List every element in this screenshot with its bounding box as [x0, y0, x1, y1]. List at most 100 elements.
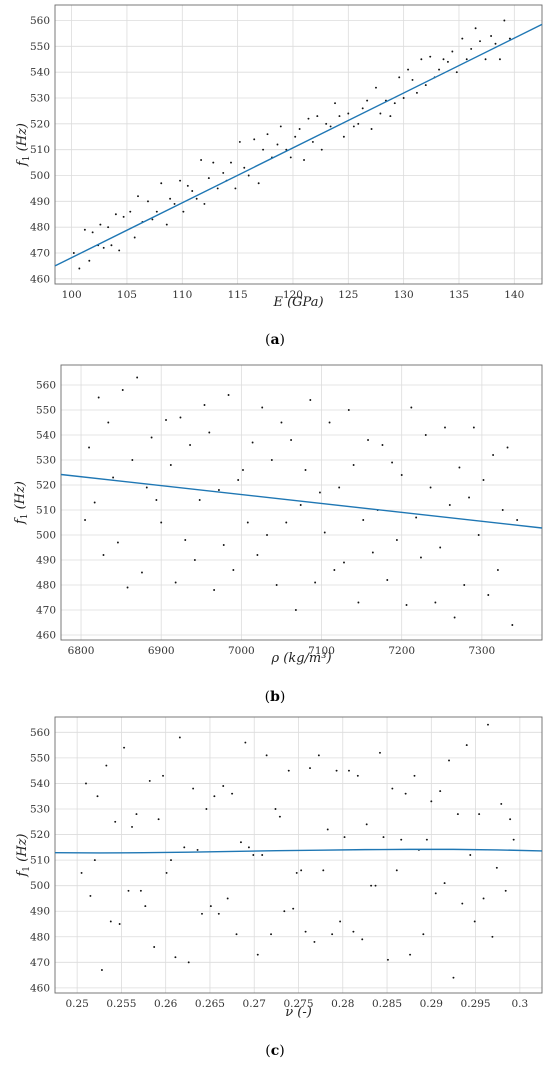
- panel-a-data-point: [407, 68, 410, 71]
- panel-c-data-point: [382, 836, 385, 839]
- panel-c-data-point: [165, 871, 168, 874]
- panel-a-data-point: [503, 19, 506, 22]
- panel-a-data-point: [91, 231, 94, 234]
- panel-a-data-point: [118, 249, 121, 252]
- panel-c-data-point: [187, 961, 190, 964]
- panel-a-data-point: [334, 102, 336, 105]
- panel-c-xticks: 0.25 0.255 0.26 0.265 0.27 0.275 0.28 0.285 0.29…: [65, 998, 528, 1010]
- panel-c-data-point: [270, 933, 273, 936]
- panel-b-data-point: [516, 519, 519, 521]
- panel-a-data-point: [179, 179, 182, 182]
- panel-a-data-point: [465, 58, 468, 61]
- panel-b-data-point: [246, 521, 249, 524]
- panel-a-data-point: [311, 140, 314, 143]
- panel-c-data-point: [201, 912, 203, 915]
- panel-b-data-point: [410, 406, 413, 409]
- panel-a-data-point: [200, 159, 203, 161]
- panel-c-data-point: [365, 823, 368, 826]
- panel-b-y-axis-label: f1 (Hz): [13, 481, 30, 525]
- panel-b-data-point: [453, 616, 456, 619]
- panel-a-xticks: 100 105 110 115 120 125 130 135 140: [62, 289, 525, 301]
- panel-b-data-point: [121, 389, 124, 391]
- panel-b-data-point: [198, 499, 201, 501]
- panel-b-data-point: [203, 404, 206, 406]
- panel-b-data-point: [347, 409, 350, 411]
- panel-c-y-axis-label: f1 (Hz): [15, 833, 32, 877]
- panel-b-data-point: [496, 569, 499, 571]
- panel-c-data-point: [313, 940, 316, 943]
- panel-b-data-point: [381, 444, 384, 446]
- panel-c-data-point: [183, 846, 186, 849]
- panel-b-data-point: [126, 586, 129, 589]
- panel-c-data-point: [322, 869, 325, 872]
- panel-c-data-point: [131, 825, 133, 828]
- panel-c-data-point: [395, 869, 398, 872]
- panel-b-yticks: 460 470 480 490 500 510 520 530 540 550 560: [36, 380, 56, 642]
- panel-b-data-point: [434, 601, 437, 604]
- panel-b-data-point: [472, 426, 475, 429]
- panel-c-data-point: [512, 838, 515, 841]
- panel-b-data-point: [165, 419, 167, 421]
- panel-c-data-point: [469, 854, 472, 856]
- panel-c-data-point: [144, 905, 147, 908]
- panel-b-data-point: [299, 504, 302, 506]
- panel-a-data-point: [137, 195, 139, 198]
- panel-c-data-point: [430, 800, 433, 803]
- panel-a-data-point: [289, 156, 292, 159]
- panel-b-data-point: [314, 581, 317, 584]
- panel-a-data-point: [122, 215, 125, 218]
- panel-b-data-point: [116, 541, 119, 544]
- panel-b-data-point: [93, 501, 96, 504]
- panel-a-data-point: [375, 86, 377, 89]
- panel-c-data-point: [465, 744, 468, 747]
- panel-c-y-tick-label: 520: [30, 829, 50, 841]
- panel-b-data-point: [208, 431, 211, 434]
- panel-a-data-point: [160, 182, 163, 185]
- panel-a-data-point: [182, 210, 185, 213]
- panel-a-data-point: [461, 37, 464, 40]
- panel-a-data-point: [420, 58, 423, 61]
- panel-b-data-point: [309, 399, 312, 401]
- panel-b-data-point: [444, 426, 446, 429]
- panel-a-x-tick-label: 100: [62, 289, 82, 301]
- panel-a-data-point: [316, 115, 319, 118]
- panel-c-data-point: [247, 846, 250, 849]
- panel-a-data-point: [257, 182, 260, 185]
- panel-b-grid: [61, 365, 542, 640]
- panel-b-data-point: [141, 571, 143, 574]
- panel-a-data-point: [411, 78, 414, 81]
- panel-a-x-tick-label: 140: [504, 289, 524, 301]
- panel-a-data-point: [438, 68, 441, 71]
- panel-a-data-point: [494, 42, 497, 45]
- panel-b-data-point: [261, 406, 264, 409]
- panel-b-data-point: [318, 491, 321, 494]
- panel-c-data-point: [448, 759, 450, 762]
- panel-b-data-point: [179, 416, 182, 419]
- panel-b-data-point: [290, 439, 293, 441]
- panel-b-data-point: [232, 569, 235, 571]
- panel-c-data-point: [386, 958, 389, 961]
- panel-c-data-point: [89, 894, 92, 897]
- panel-a-data-point: [484, 58, 487, 61]
- panel-b-data-point: [391, 461, 394, 464]
- panel-b-y-tick-label: 520: [36, 480, 56, 492]
- panel-c-x-axis-label: ν (-): [285, 1005, 312, 1020]
- panel-a-data-point: [262, 148, 265, 151]
- panel-c-y-tick-label: 480: [30, 931, 50, 943]
- panel-a-data-point: [155, 210, 158, 213]
- panel-b-x-tick-label: 7300: [469, 645, 496, 657]
- panel-c-data-point: [413, 774, 416, 777]
- panel-a-data-point: [88, 259, 91, 262]
- panel-b-data-point: [487, 594, 490, 596]
- panel-c-data-point: [105, 764, 108, 767]
- panel-c-data-point: [209, 905, 212, 908]
- panel-a-data-point: [253, 138, 256, 141]
- panel-a-data-point: [303, 159, 305, 161]
- panel-c-plot-frame: [54, 716, 543, 994]
- panel-a-data-point: [370, 128, 373, 130]
- panel-a: 100 105 110 115 120 125 130 135 140 460 470 480 490…: [15, 4, 543, 348]
- panel-b-x-tick-label: 7000: [228, 645, 255, 657]
- panel-c-x-tick-label: 0.28: [331, 998, 354, 1010]
- panel-a-caption: (a): [265, 332, 285, 348]
- panel-c-data-point: [123, 746, 126, 749]
